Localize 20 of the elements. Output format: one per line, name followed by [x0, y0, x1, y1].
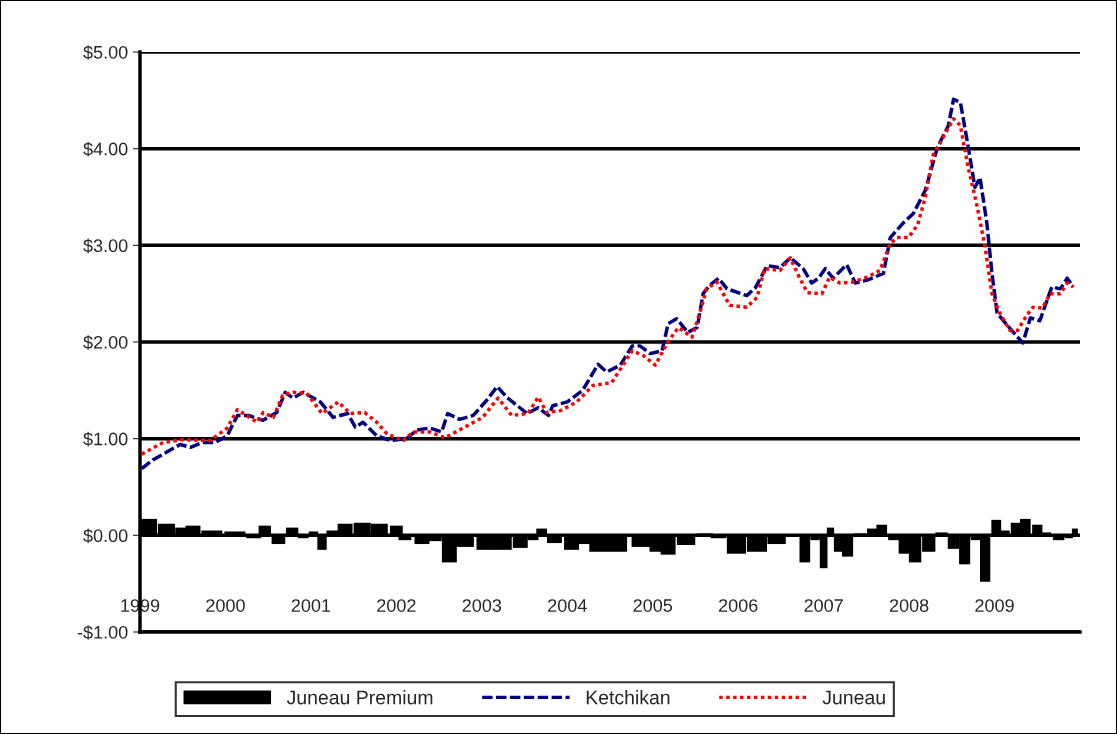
- x-tick-label: 2006: [719, 599, 758, 612]
- y-tick-label: $1.00: [83, 431, 128, 447]
- legend-label: Juneau Premium: [286, 690, 433, 705]
- x-tick-label: 2000: [206, 599, 245, 612]
- y-tick-label: -$1.00: [77, 625, 128, 640]
- x-tick-label: 2005: [633, 599, 673, 612]
- y-tick-label: $5.00: [83, 45, 128, 60]
- y-tick-label: $4.00: [83, 141, 128, 157]
- legend-label: Ketchikan: [586, 690, 670, 705]
- y-tick-label: $0.00: [83, 528, 128, 544]
- x-tick-label: 2009: [975, 599, 1014, 612]
- x-tick-label: 2004: [548, 599, 587, 612]
- legend-label: Juneau: [822, 690, 885, 705]
- x-tick-label: 2008: [889, 599, 929, 612]
- x-tick-label: 2003: [462, 599, 502, 612]
- x-tick-label: 2001: [291, 599, 331, 612]
- x-tick-label: 2002: [377, 599, 416, 612]
- y-tick-label: $3.00: [83, 238, 128, 254]
- x-tick-label: 2007: [804, 599, 843, 612]
- y-tick-label: $2.00: [83, 335, 128, 350]
